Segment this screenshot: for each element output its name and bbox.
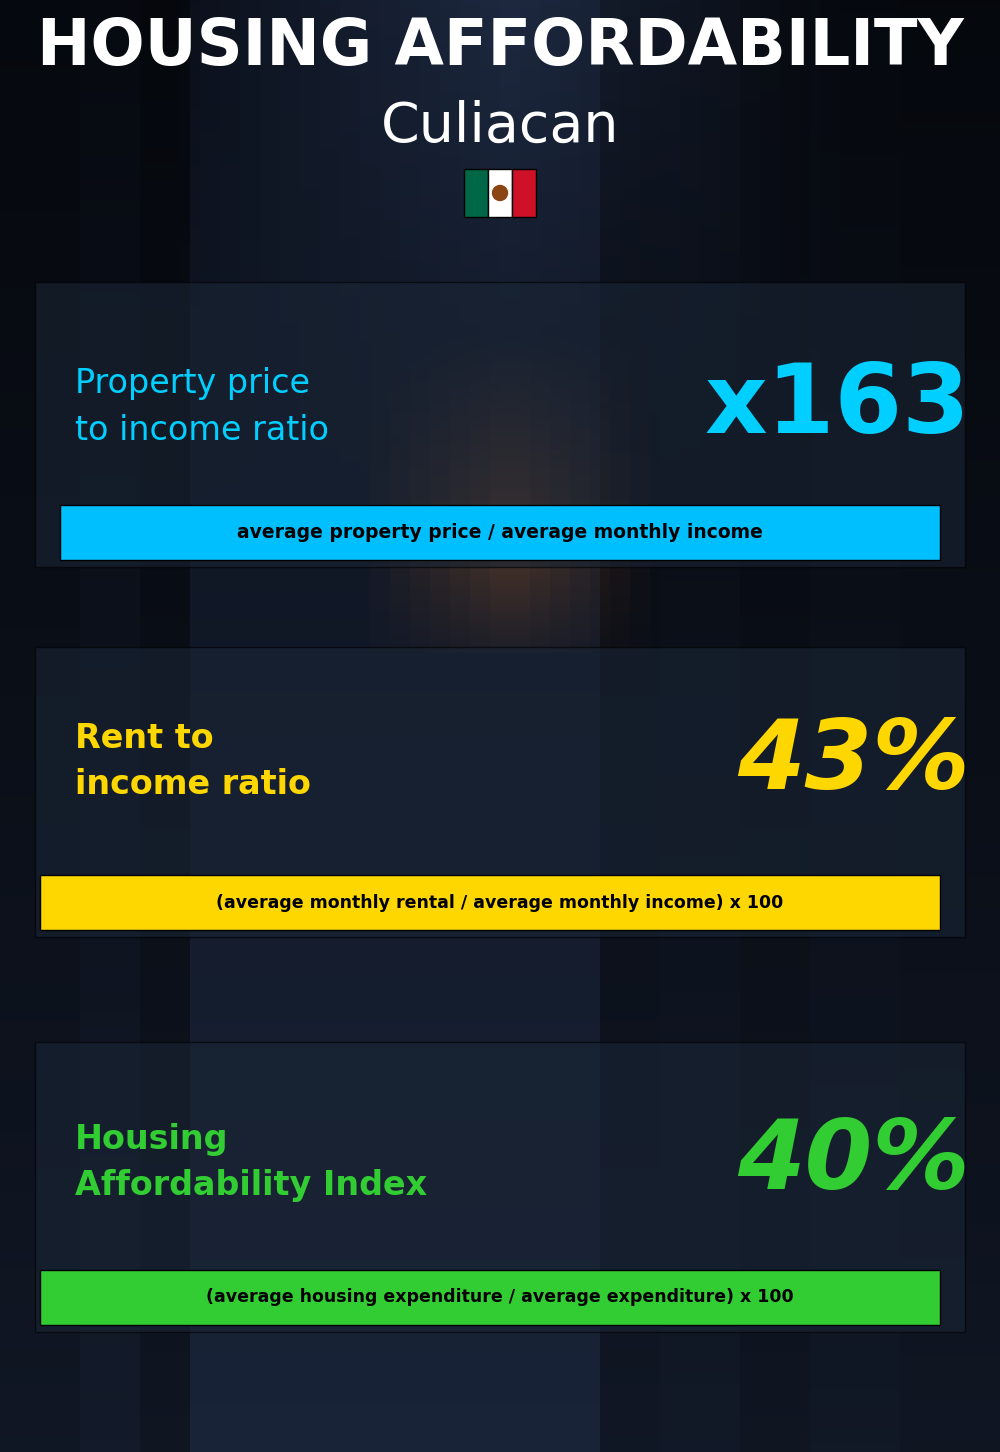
Text: Property price
to income ratio: Property price to income ratio xyxy=(75,367,329,447)
Text: (average housing expenditure / average expenditure) x 100: (average housing expenditure / average e… xyxy=(206,1288,794,1307)
Text: 40%: 40% xyxy=(737,1115,970,1208)
Text: Rent to
income ratio: Rent to income ratio xyxy=(75,723,311,802)
Text: HOUSING AFFORDABILITY: HOUSING AFFORDABILITY xyxy=(37,16,963,78)
Circle shape xyxy=(492,186,508,200)
Text: Housing
Affordability Index: Housing Affordability Index xyxy=(75,1122,427,1201)
FancyBboxPatch shape xyxy=(35,648,965,937)
FancyBboxPatch shape xyxy=(512,168,536,216)
Text: Culiacan: Culiacan xyxy=(381,100,619,154)
Text: average property price / average monthly income: average property price / average monthly… xyxy=(237,523,763,542)
Text: (average monthly rental / average monthly income) x 100: (average monthly rental / average monthl… xyxy=(216,893,784,912)
FancyBboxPatch shape xyxy=(60,505,940,560)
Text: 43%: 43% xyxy=(737,716,970,809)
FancyBboxPatch shape xyxy=(464,168,488,216)
FancyBboxPatch shape xyxy=(40,1270,940,1326)
Text: x163: x163 xyxy=(704,360,970,453)
FancyBboxPatch shape xyxy=(35,1043,965,1331)
FancyBboxPatch shape xyxy=(35,282,965,566)
FancyBboxPatch shape xyxy=(488,168,512,216)
FancyBboxPatch shape xyxy=(40,876,940,929)
